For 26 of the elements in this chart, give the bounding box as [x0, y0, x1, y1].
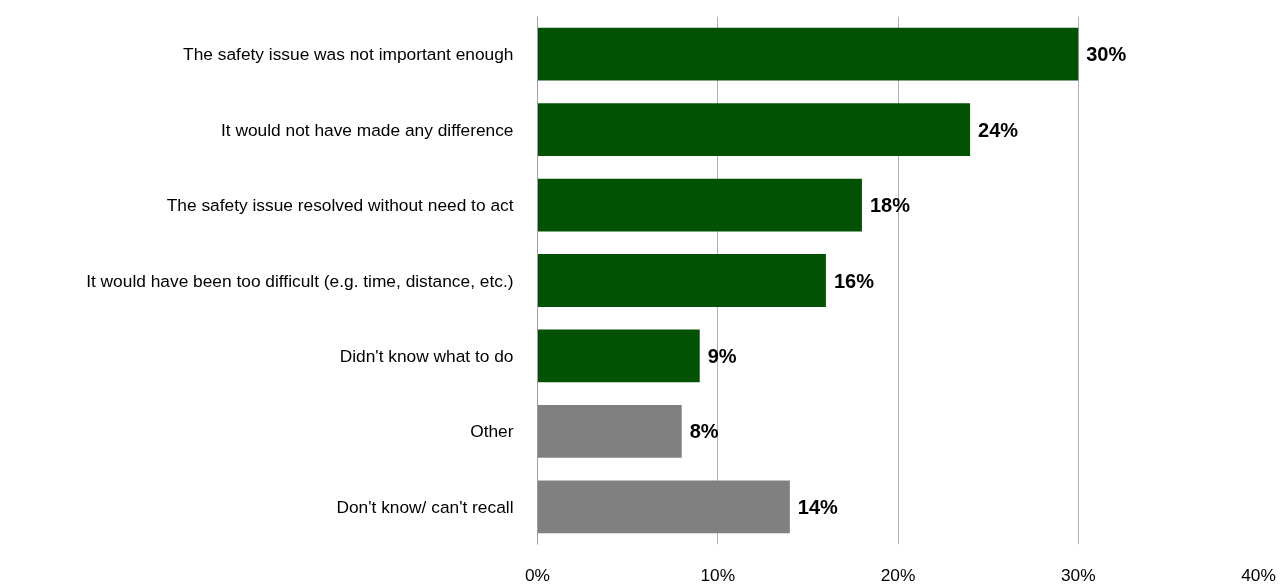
bar — [537, 178, 862, 232]
x-tick-label: 10% — [700, 564, 736, 585]
x-tick-label: 40% — [1241, 564, 1276, 585]
y-tick-label: Other — [470, 421, 514, 442]
data-label: 30% — [1086, 43, 1127, 66]
y-tick-label: The safety issue was not important enough — [183, 44, 514, 65]
y-tick-label: The safety issue resolved without need to act — [166, 195, 514, 216]
y-tick-label: Didn't know what to do — [339, 345, 514, 366]
data-label: 8% — [689, 420, 719, 443]
bar — [537, 404, 682, 458]
data-label: 24% — [978, 118, 1019, 141]
x-tick-label: 30% — [1060, 564, 1096, 585]
bar — [537, 103, 971, 157]
x-tick-label: 0% — [524, 564, 551, 585]
y-tick-label: Don't know/ can't recall — [336, 496, 514, 517]
data-label: 14% — [797, 495, 839, 518]
bar — [537, 329, 700, 383]
bar — [537, 480, 790, 534]
bar — [537, 254, 826, 307]
data-label: 18% — [869, 194, 911, 217]
y-tick-label: It would have been too difficult (e.g. time, distance, etc.) — [86, 270, 514, 291]
data-label: 16% — [833, 269, 875, 292]
bar — [537, 27, 1079, 81]
y-tick-label: It would not have made any difference — [220, 119, 514, 140]
data-label: 9% — [707, 344, 737, 367]
x-tick-label: 20% — [880, 564, 916, 585]
